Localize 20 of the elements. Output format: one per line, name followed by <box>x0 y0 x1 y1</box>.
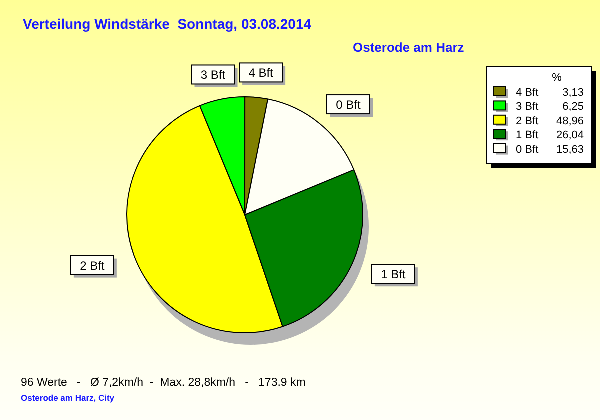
chart-title: Verteilung Windstärke Sonntag, 03.08.2014 <box>23 16 312 32</box>
legend-label: 3 Bft <box>516 101 539 114</box>
legend-label: 1 Bft <box>516 130 539 142</box>
data-label: 3,13 <box>562 87 584 99</box>
legend-label: 4 Bft <box>516 87 539 99</box>
slice-label: 1 Bft <box>381 268 406 282</box>
data-label: 26,04 <box>556 130 584 142</box>
data-label: 48,96 <box>556 115 584 128</box>
data-label: 6,25 <box>562 101 584 114</box>
legend-label: 2 Bft <box>516 115 539 128</box>
slice-label: 3 Bft <box>200 68 226 82</box>
data-label: 15,63 <box>556 144 584 156</box>
slice-label: 2 Bft <box>80 258 106 273</box>
legend-label: 0 Bft <box>516 144 539 156</box>
slice-label: 4 Bft <box>248 66 274 80</box>
text: 96 Werte - Ø 7,2km/h - Max. 28,8km/h - 173.9 km <box>21 377 306 389</box>
slice-label: 0 Bft <box>336 98 362 112</box>
text: Osterode am Harz, City <box>21 393 115 403</box>
chart-subtitle: Osterode am Harz <box>353 40 465 55</box>
legend-title: % <box>552 72 562 84</box>
